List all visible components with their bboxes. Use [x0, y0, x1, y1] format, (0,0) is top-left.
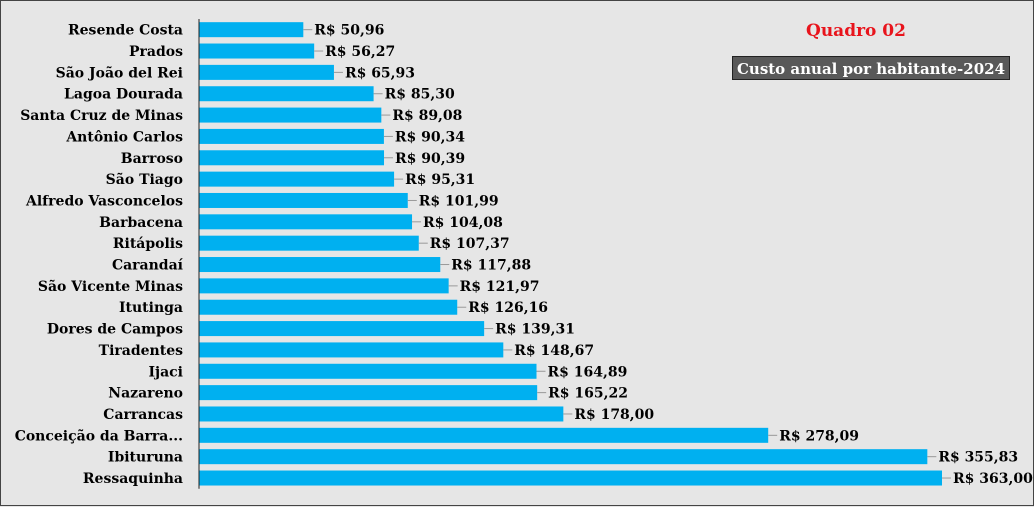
category-label: Ressaquinha [83, 471, 183, 487]
value-label: R$ 56,27 [325, 44, 395, 60]
value-label: R$ 85,30 [385, 87, 455, 103]
bar [199, 427, 769, 443]
bar [199, 128, 384, 144]
value-label: R$ 90,39 [395, 151, 465, 167]
chart-title: Quadro 02 [806, 21, 906, 41]
value-label: R$ 117,88 [451, 258, 531, 274]
bar [199, 321, 485, 337]
bar [199, 22, 304, 38]
bar [199, 363, 537, 379]
category-label: Barroso [121, 151, 183, 167]
bar [199, 235, 419, 251]
value-label: R$ 50,96 [314, 23, 384, 39]
category-label: Dores de Campos [47, 322, 183, 338]
value-label: R$ 363,00 [953, 471, 1033, 487]
bar [199, 449, 928, 465]
value-label: R$ 104,08 [423, 215, 503, 231]
category-label: Resende Costa [68, 23, 183, 39]
category-label: Antônio Carlos [65, 129, 183, 145]
value-label: R$ 139,31 [495, 322, 575, 338]
bar [199, 278, 449, 294]
bar [199, 107, 382, 123]
bar [199, 192, 408, 208]
category-label: Alfredo Vasconcelos [25, 193, 183, 209]
category-label: São Vicente Minas [38, 278, 183, 295]
category-label: Conceição da Barra... [15, 427, 183, 444]
category-label: Carandaí [112, 258, 184, 274]
bar [199, 43, 315, 59]
category-label: Itutinga [119, 300, 183, 316]
value-label: R$ 178,00 [574, 407, 654, 423]
bar [199, 342, 504, 358]
category-label: Tiradentes [99, 343, 183, 359]
category-label: São Tiago [106, 171, 183, 188]
category-label: Prados [129, 44, 183, 60]
category-label: São João del Rei [56, 64, 183, 81]
category-label: Ibituruna [108, 450, 183, 466]
value-label: R$ 95,31 [405, 172, 475, 188]
value-label: R$ 355,83 [938, 450, 1018, 466]
value-label: R$ 278,09 [779, 428, 859, 444]
value-label: R$ 126,16 [468, 300, 548, 316]
value-label: R$ 89,08 [392, 108, 462, 124]
category-label: Carrancas [103, 407, 183, 423]
bar [199, 171, 395, 187]
value-label: R$ 101,99 [419, 193, 499, 209]
category-label: Barbacena [99, 215, 183, 231]
value-label: R$ 164,89 [548, 364, 628, 380]
value-label: R$ 65,93 [345, 65, 415, 81]
bar [199, 64, 334, 80]
bar [199, 150, 385, 166]
value-label: R$ 148,67 [514, 343, 594, 359]
bar [199, 470, 942, 486]
bar [199, 86, 374, 102]
category-label: Lagoa Dourada [64, 87, 183, 103]
category-label: Ijaci [148, 364, 183, 380]
bar [199, 406, 564, 422]
category-label: Santa Cruz de Minas [20, 108, 183, 124]
category-label: Nazareno [108, 386, 183, 402]
bar [199, 299, 458, 315]
value-label: R$ 165,22 [548, 386, 628, 402]
category-label: Ritápolis [113, 236, 183, 252]
bar [199, 257, 441, 273]
value-label: R$ 90,34 [395, 129, 465, 145]
bar [199, 385, 538, 401]
chart-subtitle: Custo anual por habitante-2024 [732, 56, 1010, 80]
value-label: R$ 107,37 [430, 236, 510, 252]
value-label: R$ 121,97 [460, 279, 540, 295]
bar [199, 214, 413, 230]
